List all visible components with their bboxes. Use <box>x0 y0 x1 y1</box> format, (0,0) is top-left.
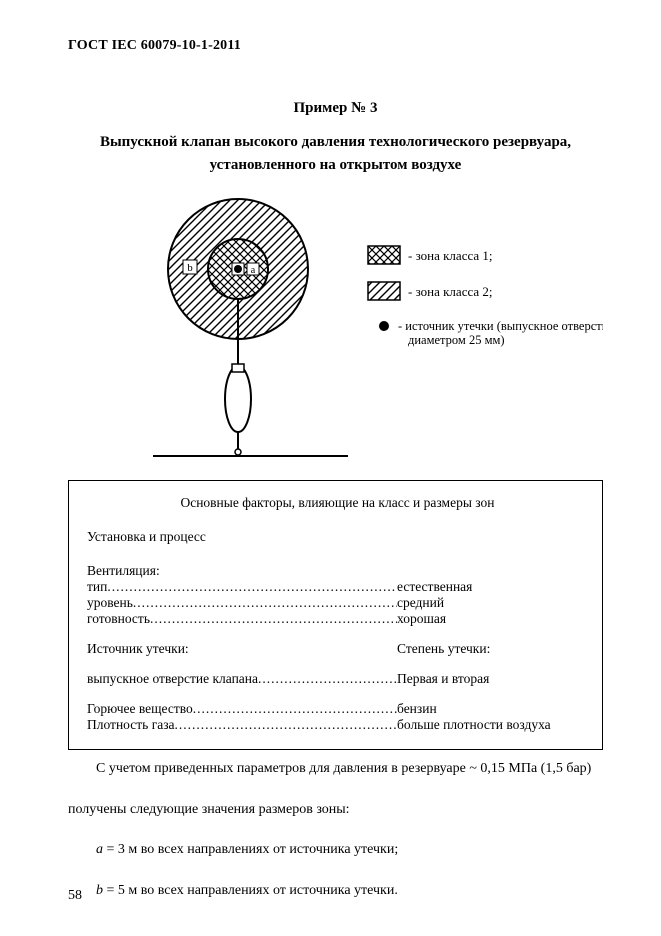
label-a: a <box>251 265 256 276</box>
row-value: бензин <box>397 701 588 717</box>
example-title: Пример № 3 <box>68 100 603 117</box>
legend-text-source-2: диаметром 25 мм) <box>408 333 505 347</box>
paragraph-1: С учетом приведенных параметров для давл… <box>68 756 603 783</box>
list-item-a: a = 3 м во всех направлениях от источник… <box>68 837 603 864</box>
table-row: Горючее вещество бензин <box>87 701 588 717</box>
row-value: больше плотности воздуха <box>397 717 588 733</box>
row-value: средний <box>397 595 588 611</box>
legend-swatch-source <box>379 321 389 331</box>
legend-text-source-1: - источник утечки (выпускное отверстие <box>398 319 603 333</box>
table-row: выпускное отверстие клапана Первая и вто… <box>87 671 588 687</box>
label-b: b <box>187 262 193 274</box>
row-label: Горючее вещество <box>87 701 193 716</box>
zone-diagram: a b <box>153 199 348 456</box>
legend-swatch-zone1 <box>368 246 400 264</box>
ventilation-header: Вентиляция: <box>87 563 588 579</box>
box-title: Основные факторы, влияющие на класс и ра… <box>87 495 588 511</box>
subtitle: Выпускной клапан высокого давления техно… <box>68 131 603 176</box>
row-value: естественная <box>397 579 588 595</box>
leak-header-row: Источник утечки: Степень утечки: <box>87 641 588 657</box>
row-label: готовность <box>87 611 150 626</box>
list-item-b: b = 5 м во всех направлениях от источник… <box>68 878 603 905</box>
item-text: = 3 м во всех направлениях от источника … <box>103 842 398 857</box>
table-row: тип естественная <box>87 579 588 595</box>
table-row: уровень средний <box>87 595 588 611</box>
figure: a b <box>68 194 603 474</box>
item-var: a <box>96 842 103 857</box>
ventilation-block: Вентиляция: тип естественная уровень сре… <box>87 563 588 627</box>
para-text: получены следующие значения размеров зон… <box>68 802 350 817</box>
factors-box: Основные факторы, влияющие на класс и ра… <box>68 480 603 750</box>
diagram-svg: a b <box>68 194 603 474</box>
legend-text-zone1: - зона класса 1; <box>408 248 493 263</box>
row-value: хорошая <box>397 611 588 627</box>
row-label: уровень <box>87 595 133 610</box>
para-text: С учетом приведенных параметров для давл… <box>96 761 591 776</box>
page-number: 58 <box>68 888 82 904</box>
paragraph-1b: получены следующие значения размеров зон… <box>68 797 603 824</box>
row-label: тип <box>87 579 107 594</box>
row-label: Плотность газа <box>87 717 175 732</box>
legend: - зона класса 1; - зона класса 2; - исто… <box>368 246 603 347</box>
row-value: Первая и вторая <box>397 671 588 687</box>
item-text: = 5 м во всех направлениях от источника … <box>103 883 398 898</box>
legend-swatch-zone2 <box>368 282 400 300</box>
subtitle-line-2: установленного на открытом воздухе <box>210 157 462 173</box>
table-row: готовность хорошая <box>87 611 588 627</box>
leak-degree-label: Степень утечки: <box>397 641 588 657</box>
row-label: выпускное отверстие клапана <box>87 671 258 686</box>
document-code: ГОСТ IEC 60079-10-1-2011 <box>68 38 603 54</box>
leak-source-label: Источник утечки: <box>87 641 397 657</box>
table-row: Плотность газа больше плотности воздуха <box>87 717 588 733</box>
item-var: b <box>96 883 103 898</box>
legend-text-zone2: - зона класса 2; <box>408 284 493 299</box>
box-install: Установка и процесс <box>87 529 588 545</box>
page: ГОСТ IEC 60079-10-1-2011 Пример № 3 Выпу… <box>0 0 661 936</box>
subtitle-line-1: Выпускной клапан высокого давления техно… <box>100 134 571 150</box>
